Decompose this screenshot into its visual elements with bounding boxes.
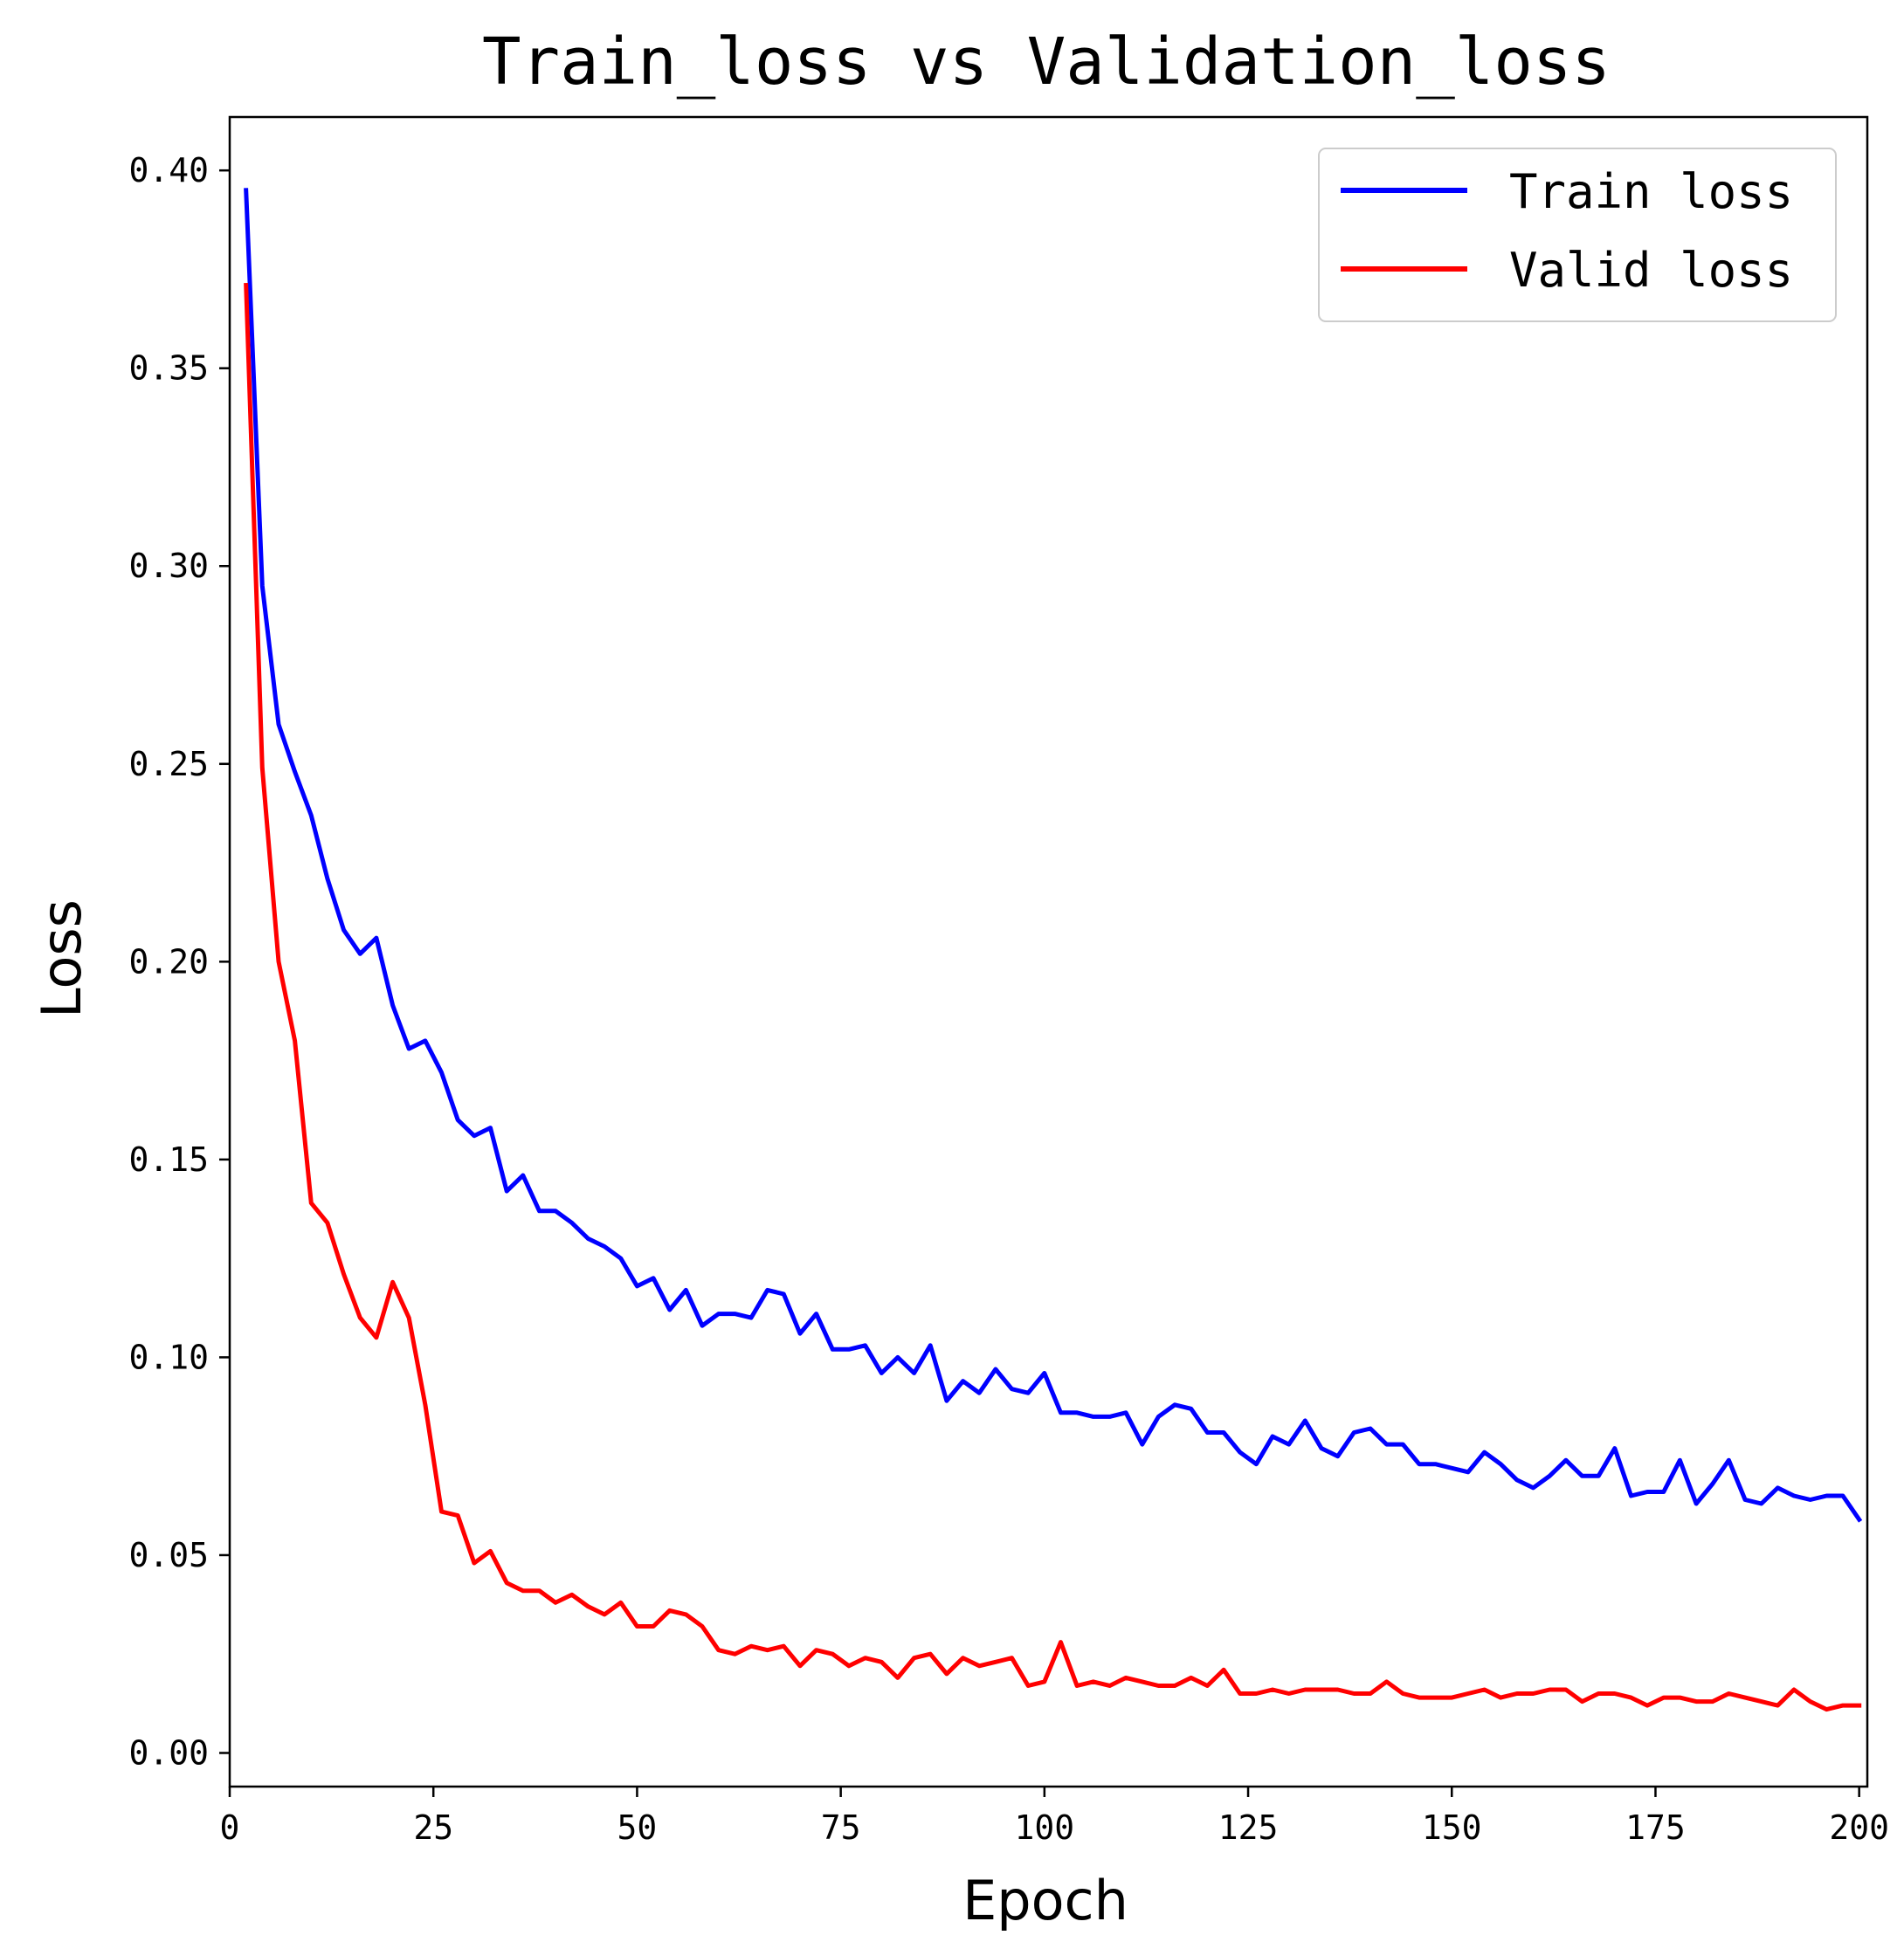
x-tick-label: 50 <box>617 1808 658 1847</box>
x-axis-ticks: 0 25 50 75 100 125 150 175 200 <box>220 1787 1889 1847</box>
x-tick-label: 25 <box>413 1808 453 1847</box>
x-tick-label: 100 <box>1015 1808 1075 1847</box>
y-tick-label: 0.40 <box>128 151 209 189</box>
x-tick-label: 75 <box>821 1808 861 1847</box>
legend: Train loss Valid loss <box>1318 148 1837 322</box>
plot-lines <box>244 188 1863 1712</box>
y-tick-label: 0.35 <box>128 349 209 388</box>
x-tick-label: 125 <box>1218 1808 1279 1847</box>
y-tick-label: 0.30 <box>128 547 209 585</box>
legend-train-label: Train loss <box>1509 164 1793 219</box>
series-line-train-loss <box>244 188 1863 1523</box>
x-tick-label: 175 <box>1625 1808 1686 1847</box>
series-line-valid-loss <box>244 283 1862 1712</box>
y-axis-ticks: 0.00 0.05 0.10 0.15 0.20 0.25 0.30 0.35 0.40 <box>128 151 230 1772</box>
chart-title: Train_loss vs Validation_loss <box>482 24 1611 100</box>
y-tick-label: 0.00 <box>128 1733 209 1772</box>
x-tick-label: 150 <box>1422 1808 1482 1847</box>
y-tick-label: 0.10 <box>128 1338 209 1376</box>
y-tick-label: 0.20 <box>128 942 209 981</box>
legend-valid-label: Valid loss <box>1509 243 1793 298</box>
y-axis-label: Loss <box>30 899 93 1018</box>
y-tick-label: 0.15 <box>128 1140 209 1179</box>
y-tick-label: 0.25 <box>128 745 209 783</box>
x-axis-label: Epoch <box>962 1869 1128 1932</box>
y-tick-label: 0.05 <box>128 1536 209 1574</box>
x-tick-label: 200 <box>1829 1808 1889 1847</box>
plot-frame <box>228 115 1869 1788</box>
x-tick-label: 0 <box>220 1808 240 1847</box>
